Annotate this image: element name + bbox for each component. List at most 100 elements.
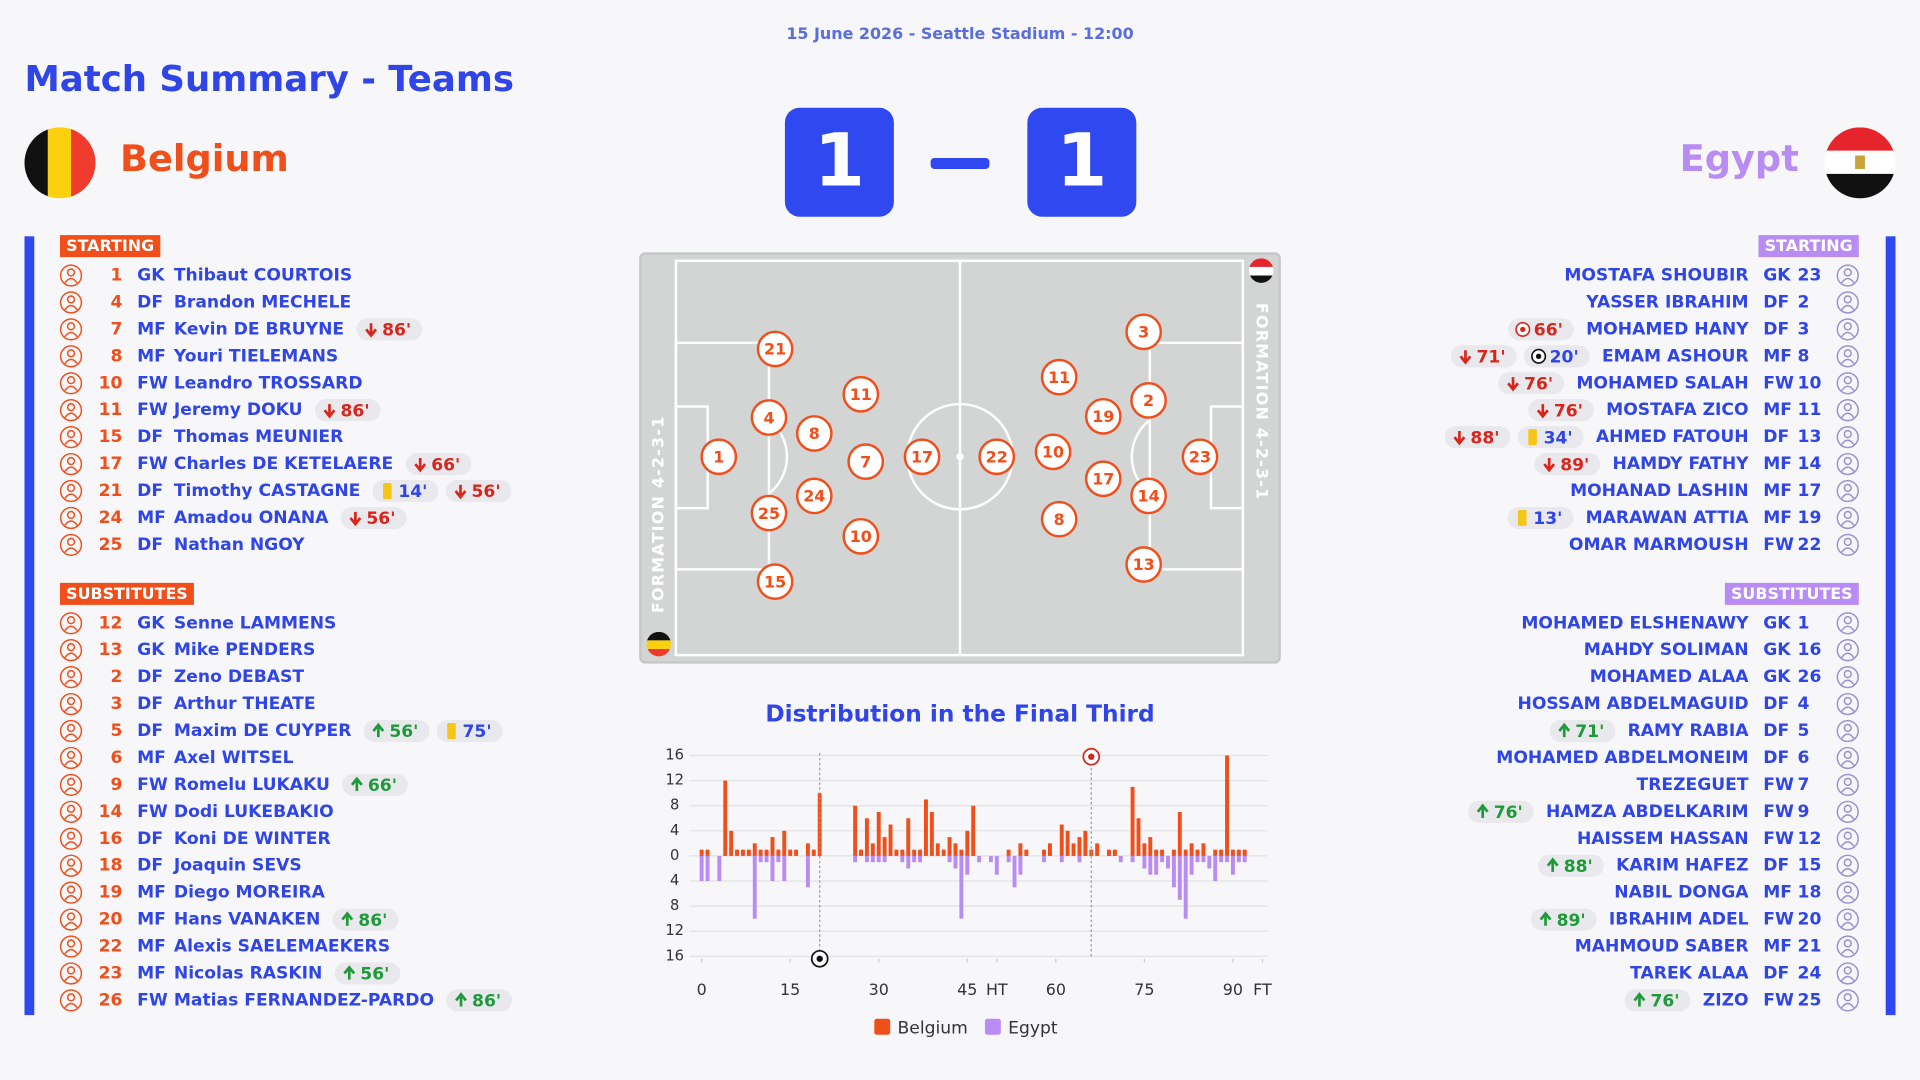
- player-icon: [1836, 479, 1859, 503]
- sub-in-arrow: [350, 776, 363, 792]
- player-name: Arthur THEATE: [174, 694, 316, 714]
- goal-ball-patch: [1088, 753, 1095, 760]
- icon-body: [64, 358, 78, 365]
- icon-body: [64, 868, 78, 874]
- player-number: 25: [99, 535, 123, 555]
- player-name: YASSER IBRAHIM: [1585, 292, 1748, 312]
- bar: [705, 849, 710, 856]
- bar: [776, 849, 781, 856]
- pitch-player-number: 10: [1042, 443, 1064, 462]
- event-minute: 14': [398, 482, 427, 502]
- icon-body: [64, 975, 78, 982]
- player-icon: [59, 612, 83, 635]
- icon-head: [66, 402, 76, 412]
- icon-ring: [1836, 612, 1859, 635]
- player-number: 1: [111, 266, 123, 286]
- player-name: Axel WITSEL: [174, 748, 294, 768]
- event-badge: 76': [1498, 372, 1565, 394]
- bar: [746, 849, 751, 856]
- player-icon: [59, 318, 83, 341]
- icon-ring: [1836, 935, 1859, 958]
- icon-head: [66, 939, 76, 948]
- bar: [1219, 855, 1224, 863]
- bar: [794, 849, 799, 856]
- match-info: 15 June 2026 - Seattle Stadium - 12:00: [786, 24, 1133, 43]
- y-tick-label: 4: [670, 872, 679, 889]
- player-number: 2: [1798, 292, 1810, 312]
- event-minute: 56': [389, 722, 418, 742]
- player-name: ZIZO: [1703, 990, 1749, 1010]
- icon-ring: [59, 291, 83, 314]
- player-name: TAREK ALAA: [1630, 963, 1749, 983]
- pitch-player-number: 24: [803, 487, 825, 506]
- player-position: DF: [137, 427, 163, 447]
- player-name: MOSTAFA SHOUBIR: [1564, 266, 1748, 286]
- yellow-card: [1517, 510, 1527, 526]
- event-minute: 88': [1564, 857, 1593, 877]
- event-minute: 76': [1524, 374, 1553, 394]
- event-badge: 76': [1624, 989, 1691, 1012]
- player-icon: [59, 372, 83, 395]
- icon-head: [66, 669, 76, 679]
- event-minute: 56': [366, 509, 395, 529]
- player-position: DF: [137, 292, 163, 312]
- bar: [752, 843, 757, 856]
- section-badge: SUBSTITUTES: [60, 582, 194, 605]
- player-number: 5: [111, 721, 123, 741]
- icon-body: [1841, 948, 1855, 955]
- player-name: MOHAMED ABDELMONEIM: [1496, 748, 1748, 768]
- player-number: 10: [99, 373, 123, 393]
- icon-body: [1841, 733, 1855, 739]
- bar: [1006, 855, 1011, 863]
- pitch-player-number: 17: [911, 447, 933, 466]
- event-minute: 88': [1470, 428, 1499, 448]
- pitch-away-flag: [1248, 258, 1274, 283]
- icon-ring: [59, 372, 83, 395]
- player-icon: [1836, 533, 1859, 557]
- icon-ring: [1836, 452, 1859, 476]
- icon-head: [66, 429, 76, 439]
- bar: [953, 855, 958, 869]
- bar: [864, 818, 869, 856]
- icon-ring: [59, 506, 83, 530]
- player-icon: [59, 639, 83, 662]
- pitch-player: 1: [700, 438, 738, 476]
- event-badge: 88': [1444, 426, 1511, 448]
- player-number: 20: [1798, 910, 1822, 930]
- legend-label: Egypt: [1008, 1019, 1058, 1039]
- bar: [953, 843, 958, 856]
- bar: [1160, 849, 1165, 856]
- pitch-player-number: 7: [860, 452, 871, 471]
- player-icon: [59, 506, 83, 530]
- player-number: 11: [1798, 400, 1822, 420]
- badge-bg: [1758, 235, 1859, 258]
- bar: [929, 811, 934, 856]
- icon-head: [66, 966, 76, 975]
- bar: [699, 855, 704, 882]
- bar: [1189, 855, 1194, 875]
- goal-ball-patch: [816, 955, 823, 962]
- player-number: 3: [111, 694, 123, 714]
- pitch-player: 15: [756, 563, 794, 600]
- player-icon: [1836, 399, 1859, 422]
- icon-head: [1843, 510, 1852, 520]
- bar: [805, 843, 810, 856]
- icon-ring: [1836, 345, 1859, 368]
- icon-ring: [59, 318, 83, 341]
- event-minute: 34': [1544, 428, 1573, 448]
- bar: [894, 849, 899, 856]
- icon-body: [1841, 814, 1855, 820]
- player-name: KARIM HAFEZ: [1616, 856, 1749, 876]
- icon-head: [66, 295, 76, 304]
- player-name: Diego MOREIRA: [174, 883, 326, 903]
- player-position: FW: [1763, 990, 1794, 1010]
- pitch-player: 22: [978, 438, 1016, 476]
- player-name: MOHAMED HANY: [1586, 319, 1749, 339]
- player-position: MF: [1763, 454, 1792, 474]
- player-number: 19: [99, 883, 123, 903]
- event-badge: 86': [314, 399, 381, 421]
- x-tick-label: 15: [780, 980, 800, 999]
- bar: [876, 811, 881, 856]
- icon-head: [1843, 402, 1852, 412]
- icon-head: [1843, 831, 1852, 840]
